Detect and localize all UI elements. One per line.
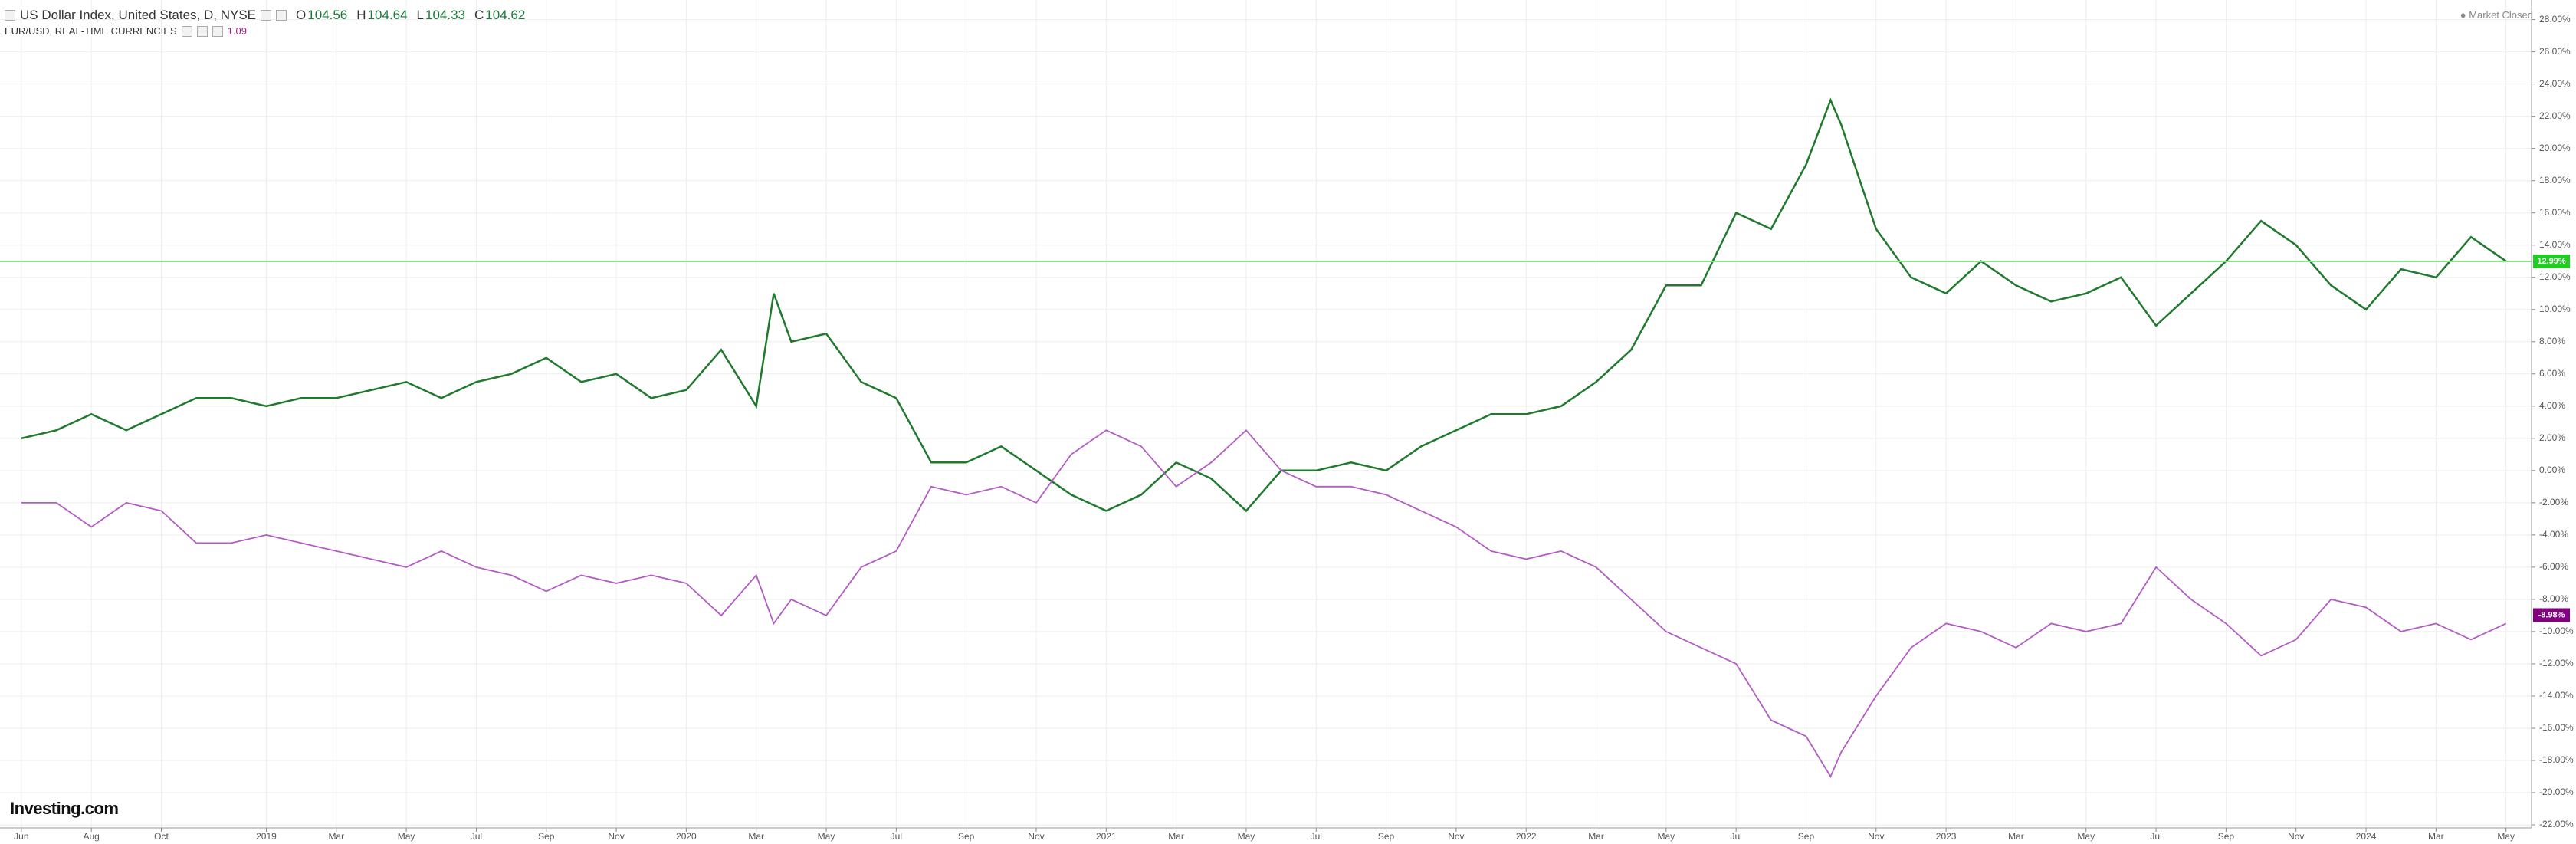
ohlc-high: H 104.64 (356, 8, 407, 23)
x-tick-label: 2022 (1516, 831, 1537, 842)
x-tick-label: 2024 (2356, 831, 2377, 842)
x-tick-label: Aug (83, 831, 99, 842)
compare-title: EUR/USD, REAL-TIME CURRENCIES (5, 25, 177, 37)
ohlc-label: O (296, 8, 307, 22)
y-tick-label: 8.00% (2539, 336, 2565, 346)
x-tick-label: May (2497, 831, 2515, 842)
x-tick-label: Jul (891, 831, 902, 842)
y-tick-label: 16.00% (2539, 207, 2571, 218)
x-tick-label: May (398, 831, 415, 842)
hide-icon[interactable] (196, 25, 208, 37)
y-tick-label: 6.00% (2539, 368, 2565, 379)
x-tick-label: Nov (1868, 831, 1884, 842)
x-tick-label: Jul (1730, 831, 1741, 842)
x-tick-label: Jun (14, 831, 28, 842)
y-tick-label: -10.00% (2539, 626, 2574, 636)
x-tick-label: Sep (1378, 831, 1395, 842)
y-tick-label: -6.00% (2539, 561, 2568, 572)
y-tick-label: -2.00% (2539, 497, 2568, 507)
y-tick-label: -8.00% (2539, 593, 2568, 604)
settings-icon[interactable] (181, 25, 192, 37)
y-tick-label: 2.00% (2539, 432, 2565, 443)
x-tick-label: May (2077, 831, 2095, 842)
x-tick-label: Sep (538, 831, 555, 842)
x-tick-label: Mar (328, 831, 344, 842)
y-tick-label: 18.00% (2539, 175, 2571, 186)
ohlc-label: H (356, 8, 366, 22)
y-tick-label: 20.00% (2539, 143, 2571, 153)
x-tick-label: 2019 (256, 831, 277, 842)
x-tick-label: Sep (958, 831, 975, 842)
ohlc-low: L 104.33 (417, 8, 465, 23)
y-tick-label: 28.00% (2539, 14, 2571, 25)
price-label-box (2533, 608, 2570, 622)
instrument-title: US Dollar Index, United States, D, NYSE (20, 8, 257, 22)
series-line (21, 97, 2507, 513)
market-status-text: Market Closed (2469, 9, 2533, 21)
x-tick-label: Mar (2428, 831, 2444, 842)
ohlc-open: O 104.56 (296, 8, 347, 23)
x-tick-label: Mar (2008, 831, 2024, 842)
y-tick-label: 4.00% (2539, 400, 2565, 411)
y-tick-label: 12.00% (2539, 271, 2571, 282)
y-tick-label: 10.00% (2539, 304, 2571, 314)
y-tick-label: -14.00% (2539, 690, 2574, 701)
x-tick-label: Nov (608, 831, 624, 842)
price-label: -8.98% (2538, 610, 2565, 619)
y-tick-label: 0.00% (2539, 465, 2565, 475)
ohlc-close: C 104.62 (474, 8, 525, 23)
x-tick-label: Nov (2288, 831, 2304, 842)
x-tick-label: May (818, 831, 835, 842)
close-icon[interactable] (212, 25, 223, 37)
ohlc-value: 104.64 (367, 8, 408, 22)
close-icon[interactable] (276, 10, 287, 21)
y-tick-label: 24.00% (2539, 78, 2571, 89)
x-tick-label: Mar (1588, 831, 1604, 842)
y-tick-label: -20.00% (2539, 787, 2574, 797)
x-tick-label: May (1658, 831, 1675, 842)
price-label-box (2533, 254, 2570, 268)
x-tick-label: 2023 (1936, 831, 1957, 842)
header-compare: EUR/USD, REAL-TIME CURRENCIES 1.09 (5, 25, 247, 37)
x-tick-label: Nov (1448, 831, 1464, 842)
x-tick-label: 2020 (676, 831, 697, 842)
compare-value: 1.09 (227, 25, 247, 37)
settings-icon[interactable] (261, 10, 272, 21)
y-tick-label: -12.00% (2539, 658, 2574, 668)
x-tick-label: Jul (1311, 831, 1322, 842)
x-tick-label: Sep (1798, 831, 1815, 842)
x-tick-label: Sep (2218, 831, 2235, 842)
ohlc-value: 104.33 (425, 8, 466, 22)
collapse-icon[interactable] (5, 10, 15, 21)
y-tick-label: 26.00% (2539, 46, 2571, 57)
ohlc-value: 104.62 (485, 8, 526, 22)
logo[interactable]: Investing.com (10, 799, 119, 818)
ohlc-label: C (474, 8, 484, 22)
y-tick-label: 14.00% (2539, 239, 2571, 250)
ohlc-value: 104.56 (307, 8, 348, 22)
x-tick-label: Oct (154, 831, 169, 842)
y-tick-label: -22.00% (2539, 819, 2574, 829)
y-tick-label: 22.00% (2539, 110, 2571, 121)
market-status: ● Market Closed (2460, 9, 2533, 21)
price-label: 12.99% (2537, 257, 2566, 266)
x-tick-label: Jul (471, 831, 482, 842)
y-tick-label: -18.00% (2539, 754, 2574, 765)
y-tick-label: -16.00% (2539, 722, 2574, 733)
header-main: US Dollar Index, United States, D, NYSE … (5, 8, 525, 23)
x-tick-label: Nov (1028, 831, 1044, 842)
x-tick-label: Mar (748, 831, 764, 842)
x-tick-label: Mar (1168, 831, 1184, 842)
x-tick-label: 2021 (1096, 831, 1117, 842)
x-tick-label: Jul (2150, 831, 2161, 842)
y-tick-label: -4.00% (2539, 529, 2568, 540)
ohlc-label: L (416, 8, 425, 22)
x-tick-label: May (1238, 831, 1255, 842)
series-line (21, 429, 2507, 778)
